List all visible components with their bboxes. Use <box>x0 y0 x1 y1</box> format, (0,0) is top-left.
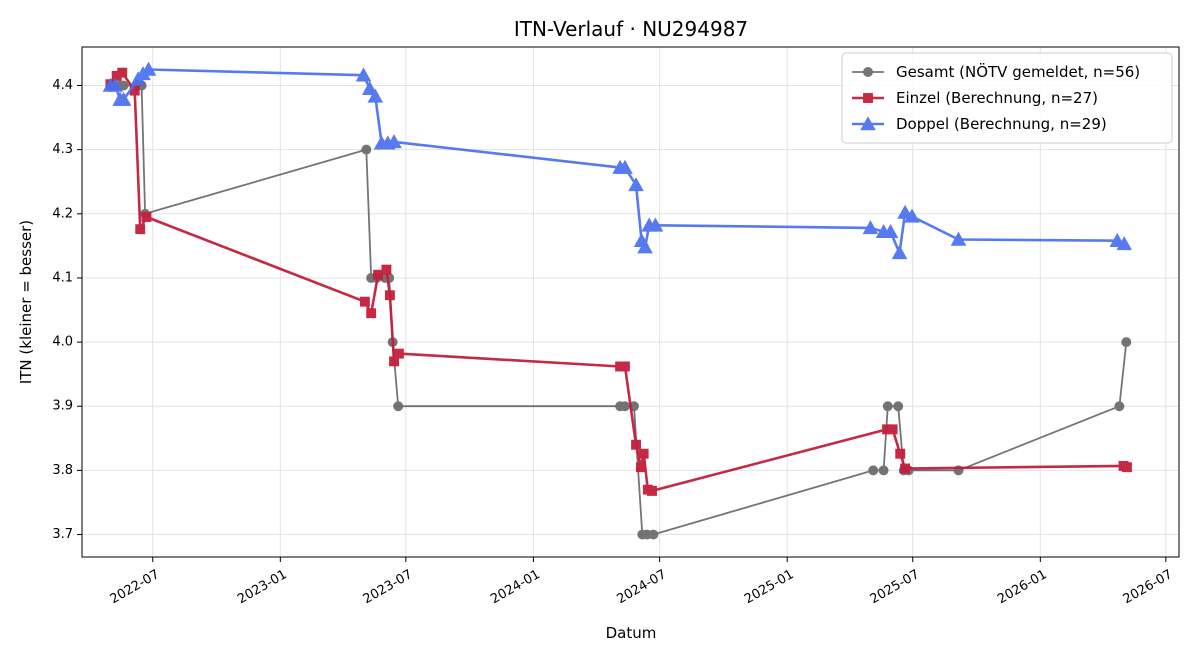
legend-marker <box>863 67 873 77</box>
data-point-doppel <box>107 77 124 92</box>
data-point-einzel <box>638 448 649 459</box>
x-axis: 2022-07 2023-01 2023-07 2024-01 2024-07 2025-… <box>108 557 1176 607</box>
data-point-doppel <box>367 88 384 103</box>
series-einzel <box>105 67 1132 496</box>
y-tick-label: 4.2 <box>52 206 73 221</box>
data-point-doppel <box>361 80 378 95</box>
y-tick-label: 4.4 <box>52 78 73 93</box>
data-point-einzel <box>1122 462 1132 473</box>
y-tick-label: 3.7 <box>52 527 73 542</box>
x-tick-label: 2024-01 <box>488 567 543 607</box>
data-point-einzel <box>384 290 395 301</box>
legend-box <box>841 52 1173 144</box>
legend-entry-einzel <box>852 93 884 103</box>
data-point-gesamt <box>882 401 893 412</box>
data-point-einzel <box>366 308 377 319</box>
data-point-einzel <box>111 70 122 81</box>
data-point-doppel <box>628 177 644 192</box>
y-tick-label: 4.3 <box>52 142 73 157</box>
x-tick-label: 2023-07 <box>361 567 416 607</box>
x-tick-label: 2022-07 <box>108 567 163 607</box>
chart-title: ITN-Verlauf · NU294987 <box>514 17 748 41</box>
data-point-gesamt <box>118 80 129 91</box>
x-tick-label: 2025-07 <box>868 567 923 607</box>
data-point-doppel <box>862 220 879 235</box>
data-point-einzel <box>635 462 646 473</box>
x-tick-label: 2025-01 <box>742 567 797 607</box>
y-axis-title: ITN (kleiner = besser) <box>17 220 35 384</box>
data-point-einzel <box>895 448 906 459</box>
y-tick-label: 3.9 <box>52 399 73 414</box>
data-point-gesamt <box>619 401 630 412</box>
data-point-einzel <box>373 269 384 280</box>
data-point-einzel <box>647 485 657 496</box>
data-point-doppel <box>386 134 402 149</box>
x-tick-label: 2026-07 <box>1121 567 1176 607</box>
data-point-gesamt <box>648 529 659 540</box>
data-point-gesamt <box>361 144 372 155</box>
x-tick-label: 2024-07 <box>614 567 669 607</box>
data-point-doppel <box>617 159 633 174</box>
legend-label: Doppel (Berechnung, n=29) <box>896 115 1107 133</box>
data-point-doppel <box>1116 236 1133 251</box>
data-point-einzel <box>117 67 128 78</box>
data-point-einzel <box>135 224 146 235</box>
data-point-einzel <box>887 424 898 435</box>
data-point-doppel <box>115 91 132 106</box>
x-axis-title: Datum <box>606 624 657 642</box>
plot-frame <box>81 46 1180 558</box>
data-point-einzel <box>359 296 370 307</box>
data-point-doppel <box>140 61 157 76</box>
data-point-einzel <box>389 356 399 367</box>
legend-marker <box>863 93 873 103</box>
data-point-doppel <box>637 239 653 254</box>
data-point-doppel <box>891 245 908 260</box>
y-tick-label: 3.8 <box>52 463 73 478</box>
data-point-einzel <box>631 439 641 450</box>
y-axis: 3.7 3.8 3.9 4.0 4.1 4.2 4.3 4.4 <box>52 78 82 542</box>
x-tick-label: 2026-01 <box>995 567 1050 607</box>
data-point-einzel <box>900 463 911 474</box>
legend-label: Einzel (Berechnung, n=27) <box>896 89 1098 107</box>
data-point-einzel <box>620 361 630 372</box>
x-tick-label: 2023-01 <box>235 567 290 607</box>
data-point-einzel <box>393 348 404 359</box>
y-tick-label: 4.1 <box>52 270 73 285</box>
data-point-doppel <box>950 231 967 246</box>
data-point-doppel <box>355 67 372 82</box>
data-point-einzel <box>381 264 392 275</box>
data-point-gesamt <box>868 465 879 476</box>
data-point-doppel <box>882 223 899 238</box>
data-point-einzel <box>882 424 893 435</box>
data-point-gesamt <box>393 401 404 412</box>
data-point-einzel <box>129 85 140 96</box>
data-point-gesamt <box>1114 401 1125 412</box>
legend-label: Gesamt (NÖTV gemeldet, n=56) <box>896 62 1140 81</box>
y-tick-label: 4.0 <box>52 335 73 350</box>
data-point-doppel <box>647 217 664 232</box>
data-point-doppel <box>904 208 920 223</box>
series-layer <box>102 61 1133 540</box>
legend-marker <box>860 116 876 131</box>
series-doppel <box>102 61 1133 260</box>
data-point-gesamt <box>878 465 889 476</box>
data-point-gesamt <box>1121 337 1132 348</box>
legend: Gesamt (NÖTV gemeldet, n=56) Einzel (Bere… <box>841 52 1173 144</box>
legend-entry-gesamt <box>852 67 884 77</box>
data-point-gesamt <box>893 401 904 412</box>
data-point-einzel <box>141 212 152 222</box>
legend-entry-doppel <box>852 116 884 131</box>
